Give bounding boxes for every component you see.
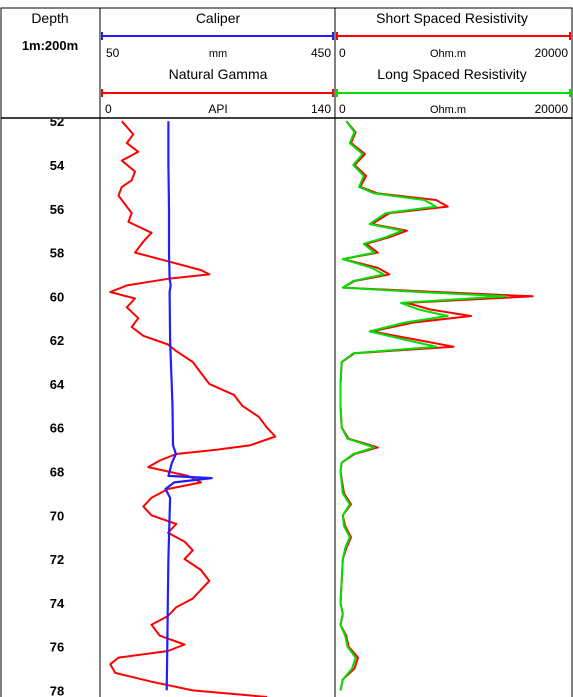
gamma-min-label: 0 (105, 102, 112, 116)
depth-tick-label: 76 (50, 640, 64, 655)
depth-tick-label: 70 (50, 508, 64, 523)
caliper-title: Caliper (196, 10, 241, 26)
log-header: Depth 1m:200m Caliper 50 mm 450 Natural … (0, 7, 573, 119)
natural-gamma-curve (109, 120, 277, 697)
short-res-max-label: 20000 (535, 46, 569, 60)
depth-tick-label: 74 (50, 596, 65, 611)
depth-tick-label: 52 (50, 114, 64, 129)
depth-tick-label: 78 (50, 683, 64, 697)
short-res-min-label: 0 (339, 46, 346, 60)
caliper-min-label: 50 (106, 46, 120, 60)
depth-tick-label: 56 (50, 202, 64, 217)
depth-axis: 52 54 56 58 60 62 64 66 68 70 72 74 76 78 (50, 114, 65, 697)
short-res-unit: Ohm.m (430, 48, 466, 60)
gamma-title: Natural Gamma (169, 66, 268, 82)
long-res-unit: Ohm.m (430, 104, 466, 116)
depth-tick-label: 68 (50, 465, 64, 480)
depth-tick-label: 66 (50, 421, 64, 436)
gamma-unit: API (208, 102, 227, 116)
log-curves (109, 120, 534, 697)
depth-scale-label: 1m:200m (22, 38, 78, 53)
depth-title: Depth (31, 10, 68, 26)
caliper-curve (164, 121, 213, 691)
depth-tick-label: 54 (50, 158, 65, 173)
depth-tick-label: 60 (50, 289, 64, 304)
short-res-title: Short Spaced Resistivity (376, 10, 528, 26)
log-body-frame (0, 118, 573, 697)
long-spaced-resistivity-curve (339, 120, 507, 691)
long-res-title: Long Spaced Resistivity (377, 66, 526, 82)
long-res-min-label: 0 (339, 102, 346, 116)
long-res-max-label: 20000 (535, 102, 569, 116)
depth-tick-label: 64 (50, 377, 65, 392)
caliper-unit: mm (209, 48, 227, 60)
depth-tick-label: 62 (50, 333, 64, 348)
depth-tick-label: 72 (50, 552, 64, 567)
caliper-max-label: 450 (311, 46, 331, 60)
gamma-max-label: 140 (311, 102, 331, 116)
depth-tick-label: 58 (50, 246, 64, 261)
